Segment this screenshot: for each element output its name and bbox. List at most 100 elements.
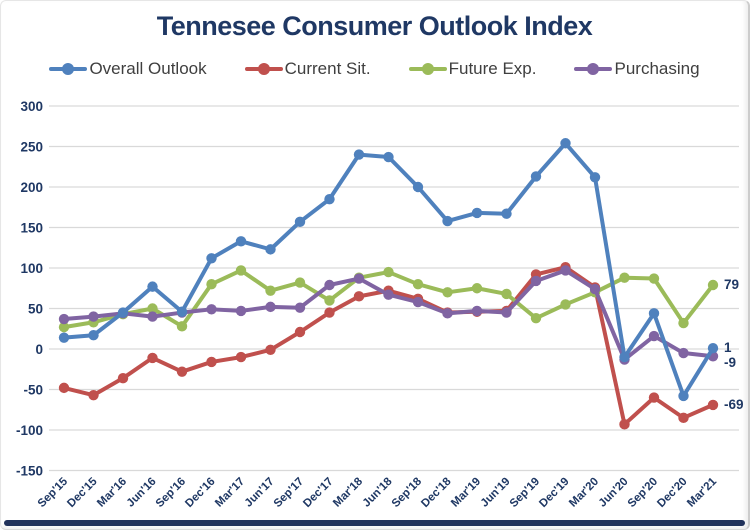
legend-line-dot-icon [49,63,88,75]
series-end-value-label: 79 [724,277,739,292]
data-point-overall-outlook [589,172,601,183]
data-point-current-sit [147,352,158,364]
data-point-overall-outlook [707,342,719,354]
legend-item-purchasing: Purchasing [574,59,700,79]
data-point-current-sit [648,392,660,403]
legend-item-overall-outlook: Overall Outlook [49,59,207,79]
data-point-current-sit [353,291,365,302]
data-point-overall-outlook [648,308,660,319]
data-point-future-exp [147,303,158,314]
data-point-overall-outlook [265,244,276,255]
data-point-overall-outlook [471,207,483,219]
data-point-overall-outlook [412,181,424,193]
data-point-purchasing [235,305,247,317]
data-point-overall-outlook [501,208,512,219]
x-axis-tick-label: Dec'18 [419,475,454,510]
legend-label: Future Exp. [448,59,537,78]
data-point-current-sit [324,307,335,318]
y-axis-tick-label: 200 [20,180,43,195]
data-point-overall-outlook [176,306,188,317]
data-point-overall-outlook [88,330,99,341]
data-point-purchasing [58,313,70,325]
legend-line-dot-icon [574,63,613,75]
data-point-current-sit [678,412,689,424]
data-point-purchasing [324,279,335,291]
x-axis-tick-label: Dec'16 [183,476,217,510]
x-axis-tick-label: Jun'18 [361,475,395,509]
y-axis-tick-label: 150 [20,221,43,236]
chart-title: Tennesee Consumer Outlook Index [156,11,593,41]
data-point-purchasing [501,307,512,318]
data-point-current-sit [707,399,719,411]
data-point-future-exp [530,313,542,324]
legend-line-dot-icon [408,63,447,75]
data-point-future-exp [707,279,719,291]
legend-item-current-sit: Current Sit. [244,59,371,79]
data-point-overall-outlook [58,332,70,343]
legend-label: Purchasing [614,59,700,78]
x-axis-tick-label: Mar'18 [331,475,365,509]
x-axis-tick-label: Sep'15 [36,475,71,510]
data-point-overall-outlook [353,149,365,160]
data-point-current-sit [619,419,630,430]
data-point-overall-outlook [117,307,129,318]
y-axis-tick-label: 0 [35,342,43,357]
x-axis-tick-label: Sep'16 [154,476,188,510]
x-axis-tick-label: Sep'19 [508,476,542,510]
data-point-overall-outlook [560,138,571,149]
legend-item-future-exp: Future Exp. [408,59,537,79]
data-point-purchasing [265,301,276,313]
data-point-overall-outlook [324,193,335,205]
x-axis-tick-label: Jun'17 [243,476,277,510]
data-point-purchasing [560,265,571,276]
data-point-future-exp [265,285,276,296]
data-point-current-sit [88,389,99,401]
data-point-future-exp [176,321,188,332]
data-point-future-exp [206,279,217,290]
x-axis-tick-label: Dec'19 [537,476,571,510]
data-point-overall-outlook [383,151,394,163]
series-end-value-label: -69 [724,397,744,412]
x-axis-tick-label: Mar'20 [567,476,601,510]
data-point-overall-outlook [147,281,158,292]
data-point-overall-outlook [530,171,542,182]
data-point-purchasing [383,289,394,300]
data-point-future-exp [294,277,306,288]
data-point-purchasing [88,311,99,322]
x-axis-tick-label: Sep'20 [626,476,660,510]
data-point-purchasing [147,311,158,322]
x-axis-tick-label: Sep'18 [390,475,425,510]
x-axis-tick-label: Mar'19 [449,476,483,510]
data-point-future-exp [648,273,660,284]
x-axis-tick-label: Mar'17 [213,476,247,510]
data-point-future-exp [560,299,571,310]
x-axis-tick-label: Sep'17 [272,476,306,510]
data-point-future-exp [412,279,424,290]
y-axis-tick-label: 300 [20,99,43,114]
data-point-overall-outlook [442,215,453,227]
data-point-overall-outlook [294,216,306,228]
data-point-future-exp [678,317,689,329]
y-axis-tick-label: -50 [23,383,43,398]
data-point-future-exp [501,288,512,300]
x-axis-tick-label: Dec'15 [65,475,100,510]
data-point-purchasing [648,330,660,342]
x-axis-tick-label: Dec'20 [655,476,689,510]
data-point-purchasing [206,304,217,315]
y-axis-tick-label: 50 [28,302,43,317]
y-axis-tick-label: 100 [20,261,43,276]
data-point-future-exp [471,283,483,294]
data-point-current-sit [294,326,306,338]
x-axis-tick-label: Jun'20 [597,476,631,510]
x-axis-tick-label: Mar'21 [685,475,719,509]
data-point-current-sit [235,351,247,363]
y-axis-tick-label: 250 [20,140,43,155]
data-point-purchasing [589,283,601,295]
chart-legend: Overall Outlook Current Sit. Future Exp. Pu… [1,59,748,79]
data-point-purchasing [294,302,306,313]
x-axis-tick-label: Jun'19 [479,476,513,510]
x-axis-tick-label: Jun'16 [125,476,159,510]
series-end-value-label: -9 [724,355,736,370]
y-axis-tick-label: -150 [16,464,43,479]
